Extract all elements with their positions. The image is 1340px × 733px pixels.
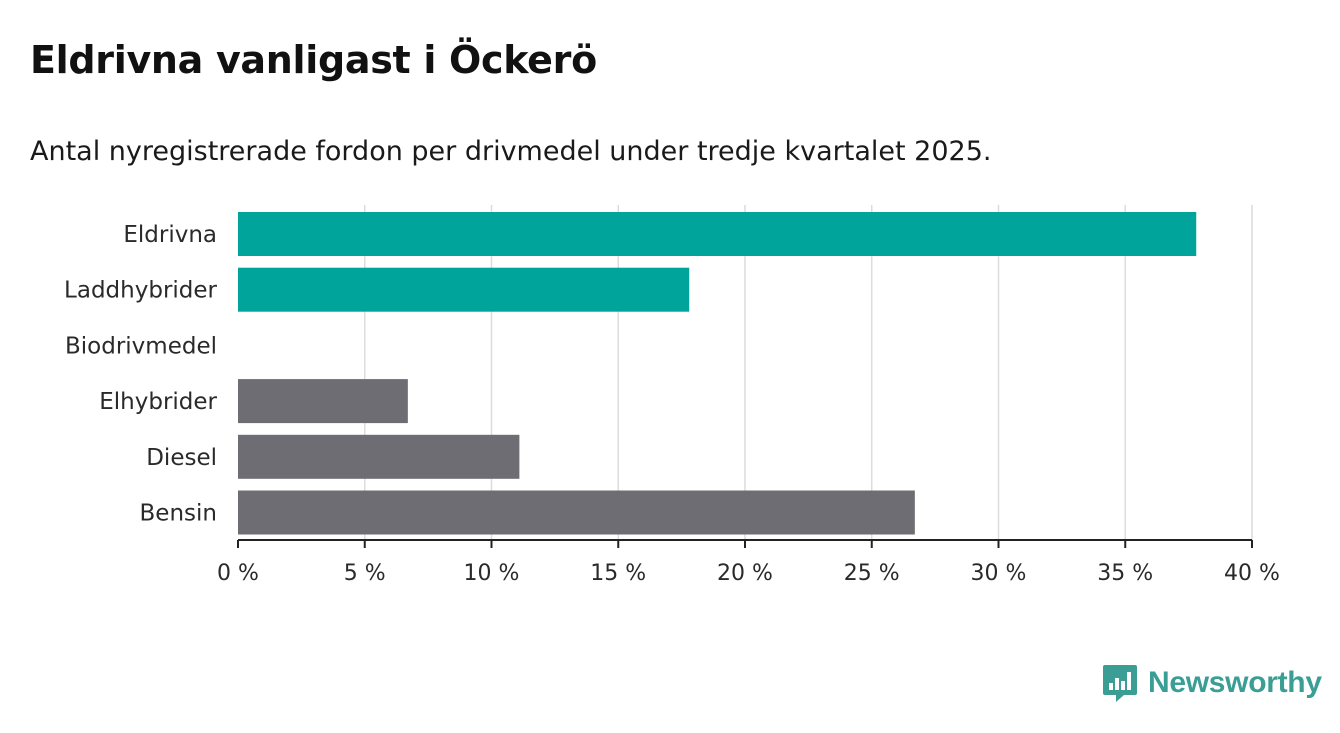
x-tick-label: 40 %	[1224, 561, 1280, 586]
bar-eldrivna	[238, 212, 1197, 256]
bar-laddhybrider	[238, 267, 690, 312]
newsworthy-logo: Newsworthy	[1102, 663, 1322, 703]
x-tick-label: 15 %	[590, 561, 646, 586]
x-tick-label: 10 %	[464, 561, 520, 586]
category-label: Biodrivmedel	[65, 333, 217, 359]
x-tick-label: 25 %	[844, 561, 900, 586]
x-tick-label: 0 %	[217, 561, 259, 586]
x-tick-label: 5 %	[344, 561, 386, 586]
category-label: Diesel	[146, 445, 217, 471]
chart-title: Eldrivna vanligast i Öckerö	[30, 38, 597, 82]
category-label: Bensin	[140, 501, 217, 527]
category-label: Elhybrider	[99, 389, 217, 415]
category-label: Eldrivna	[123, 222, 217, 248]
bar-diesel	[238, 434, 520, 479]
x-tick-label: 30 %	[971, 561, 1027, 586]
chart-subtitle: Antal nyregistrerade fordon per drivmede…	[30, 136, 992, 167]
x-tick-label: 20 %	[717, 561, 773, 586]
category-label: Laddhybrider	[64, 278, 217, 304]
brand-name: Newsworthy	[1148, 666, 1322, 699]
bar-elhybrider	[238, 379, 408, 424]
bar-chart-speech-icon	[1103, 665, 1137, 702]
bar-bensin	[238, 490, 915, 535]
x-tick-label: 35 %	[1097, 561, 1153, 586]
